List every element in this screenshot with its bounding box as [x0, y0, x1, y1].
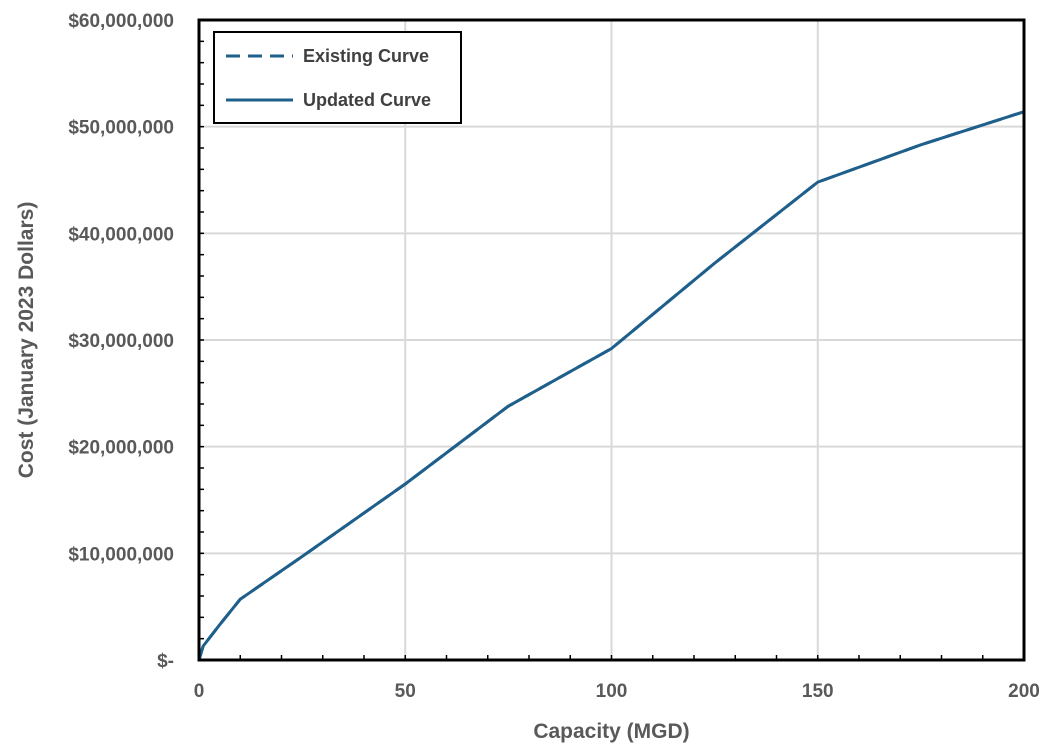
legend-box — [213, 31, 462, 124]
x-tick-label: 0 — [194, 681, 205, 702]
x-tick-label: 100 — [596, 681, 628, 702]
series-line-updated-curve — [197, 110, 1025, 661]
plot-area-border — [197, 18, 1026, 662]
x-axis-title: Capacity (MGD) — [533, 720, 689, 743]
y-axis-title: Cost (January 2023 Dollars) — [15, 202, 38, 479]
legend-label-existing-curve: Existing Curve — [303, 46, 429, 66]
y-tick-label: $30,000,000 — [68, 331, 174, 352]
x-tick-labels: 0 50 100 150 200 — [194, 681, 1040, 702]
y-tick-label: $50,000,000 — [68, 118, 174, 139]
legend-label-updated-curve: Updated Curve — [303, 90, 431, 110]
y-tick-label: $10,000,000 — [68, 544, 174, 565]
y-tick-label: $- — [157, 651, 174, 672]
x-tick-label: 200 — [1008, 681, 1040, 702]
x-tick-label: 150 — [802, 681, 834, 702]
y-tick-label: $60,000,000 — [68, 11, 174, 32]
y-tick-label: $20,000,000 — [68, 438, 174, 459]
x-tick-label: 50 — [395, 681, 416, 702]
series-lines — [197, 110, 1025, 661]
y-tick-label: $40,000,000 — [68, 224, 174, 245]
legend: Existing Curve Updated Curve — [213, 31, 462, 124]
y-tick-labels: $- $10,000,000 $20,000,000 $30,000,000 $40,0… — [68, 11, 174, 672]
